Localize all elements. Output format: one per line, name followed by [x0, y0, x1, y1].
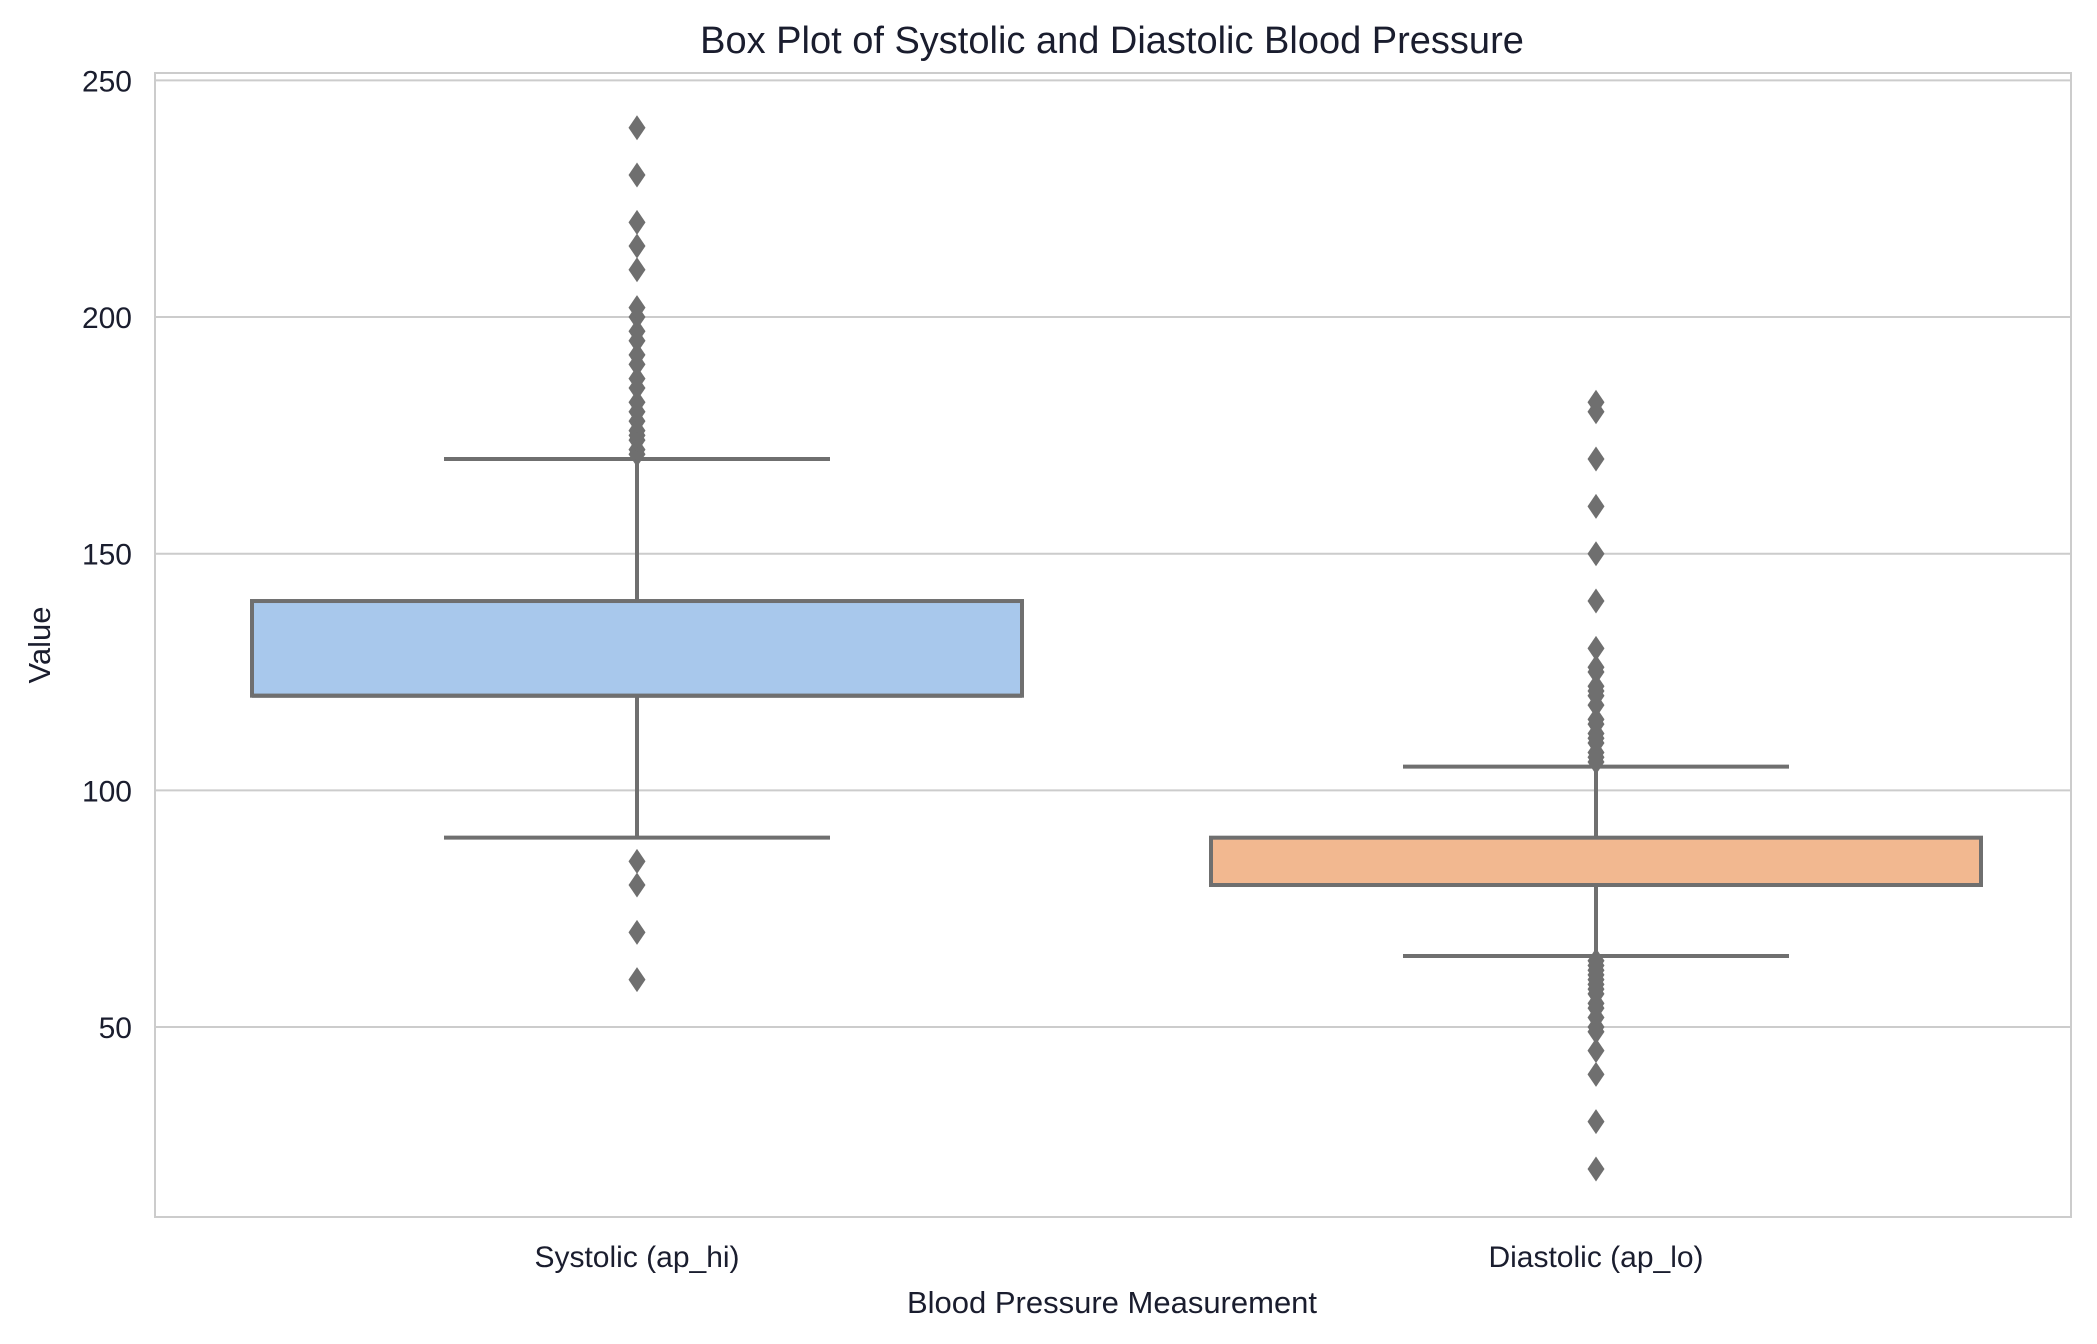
- iqr-box: [1209, 835, 1983, 888]
- outlier-point: [628, 872, 646, 898]
- iqr-box: [250, 599, 1024, 698]
- x-tick-label-1: Diastolic (ap_lo): [1488, 1241, 1703, 1274]
- x-axis-label: Blood Pressure Measurement: [907, 1285, 1317, 1320]
- box-group-1: [1209, 389, 1983, 1182]
- outlier-point: [628, 233, 646, 259]
- plot-frame: [154, 72, 2072, 1218]
- outlier-point: [1587, 654, 1605, 680]
- outlier-point: [628, 848, 646, 874]
- chart-title: Box Plot of Systolic and Diastolic Blood…: [700, 20, 1524, 62]
- outlier-point: [628, 257, 646, 283]
- outlier-point: [1587, 541, 1605, 567]
- outlier-point: [1587, 446, 1605, 472]
- outlier-point: [1587, 706, 1605, 732]
- outlier-point: [1587, 1156, 1605, 1182]
- outlier-point: [1587, 389, 1605, 415]
- y-tick-label-250: 250: [82, 65, 132, 98]
- outlier-point: [628, 389, 646, 415]
- outlier-point: [1587, 588, 1605, 614]
- outlier-point: [1587, 493, 1605, 519]
- outlier-point: [628, 342, 646, 368]
- outlier-point: [628, 919, 646, 945]
- grid-lines: [155, 79, 2071, 1028]
- outlier-point: [628, 115, 646, 141]
- outlier-point: [1587, 673, 1605, 699]
- outlier-point: [1587, 1109, 1605, 1135]
- y-axis-label: Value: [22, 607, 57, 684]
- outlier-point: [628, 295, 646, 321]
- outlier-point: [628, 366, 646, 392]
- outlier-point: [1587, 948, 1605, 974]
- outlier-point: [1587, 1061, 1605, 1087]
- x-tick-label-0: Systolic (ap_hi): [534, 1241, 739, 1274]
- x-tick-labels: Systolic (ap_hi) Diastolic (ap_lo): [534, 1241, 1703, 1274]
- outlier-point: [628, 162, 646, 188]
- y-tick-label-200: 200: [82, 302, 132, 335]
- box-group-0: [250, 115, 1024, 993]
- boxes-layer: [250, 115, 1983, 1182]
- y-tick-label-100: 100: [82, 775, 132, 808]
- outlier-point: [1587, 1038, 1605, 1064]
- outlier-point: [1587, 635, 1605, 661]
- outlier-point: [628, 318, 646, 344]
- y-tick-labels: 50 100 150 200 250: [82, 65, 132, 1045]
- outlier-point: [628, 209, 646, 235]
- y-tick-label-50: 50: [99, 1012, 132, 1045]
- outlier-point: [628, 967, 646, 993]
- y-tick-label-150: 150: [82, 539, 132, 572]
